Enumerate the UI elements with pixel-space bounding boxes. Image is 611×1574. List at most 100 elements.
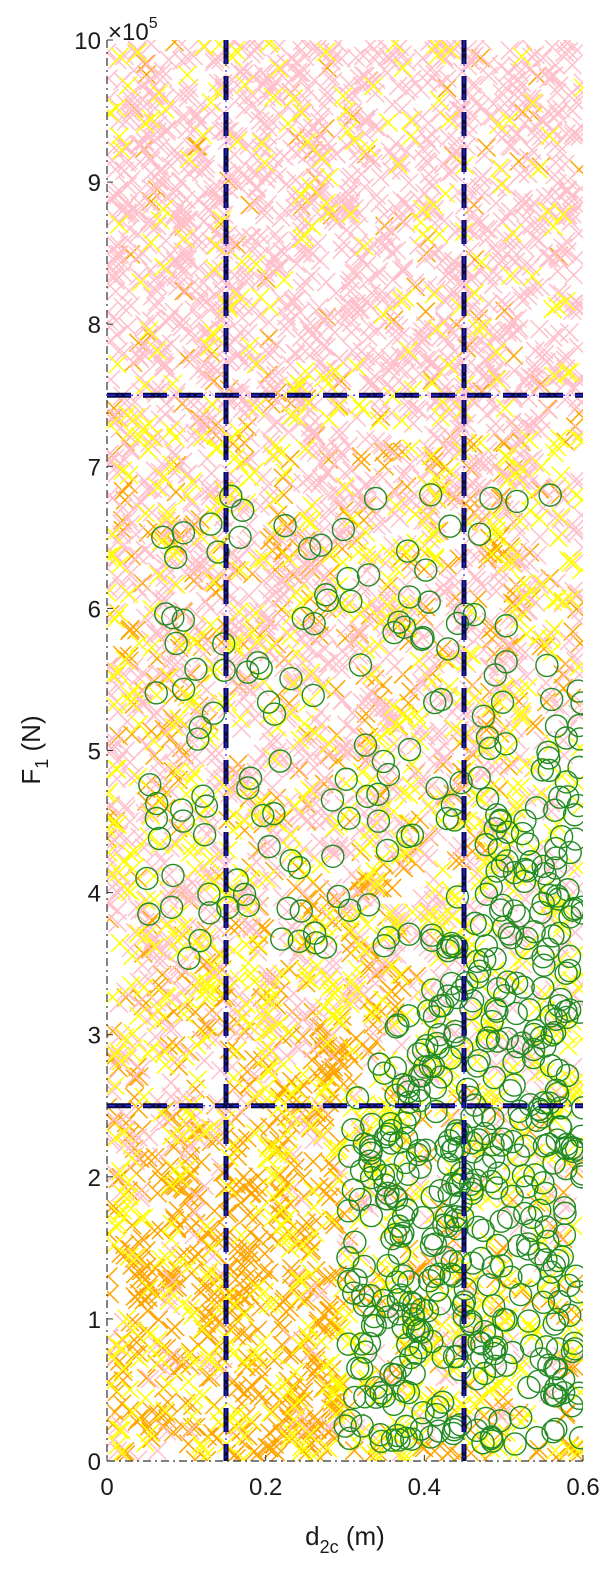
data-point: [316, 272, 336, 292]
data-point: [494, 500, 514, 520]
data-point: [185, 1002, 205, 1022]
data-point: [235, 917, 256, 937]
data-point: [392, 978, 412, 998]
data-point: [549, 1300, 569, 1320]
data-point: [344, 1441, 364, 1461]
data-point: [566, 523, 583, 543]
data-point: [238, 1205, 258, 1225]
data-point: [135, 540, 155, 560]
data-point: [239, 515, 259, 535]
data-point: [167, 1217, 187, 1238]
data-point: [237, 417, 257, 437]
data-point: [132, 1228, 152, 1248]
data-point: [181, 1218, 201, 1238]
data-point: [232, 718, 252, 739]
data-point: [132, 1249, 152, 1269]
data-point: [309, 1177, 330, 1197]
data-point: [323, 950, 343, 970]
data-point: [244, 1441, 265, 1461]
data-point: [396, 193, 416, 213]
data-point: [427, 742, 447, 762]
data-point: [239, 1327, 259, 1347]
data-point: [186, 1417, 206, 1437]
data-point: [303, 1152, 323, 1172]
data-point: [231, 1193, 251, 1213]
data-point: [238, 1381, 258, 1401]
data-point: [392, 289, 412, 309]
data-point: [493, 630, 514, 650]
data-point: [160, 1265, 180, 1285]
data-point: [488, 971, 509, 991]
data-point: [415, 249, 435, 269]
data-point: [309, 1017, 329, 1037]
data-point: [283, 1378, 303, 1399]
data-point: [164, 1278, 184, 1298]
data-point: [351, 452, 371, 472]
data-point: [432, 639, 452, 659]
data-point: [334, 1293, 354, 1314]
data-point: [172, 394, 192, 414]
data-point: [330, 425, 350, 445]
data-point: [384, 310, 404, 330]
data-point: [168, 1349, 188, 1369]
data-point: [286, 1109, 306, 1129]
data-point: [515, 113, 535, 133]
data-point: [174, 745, 194, 765]
data-point: [164, 1137, 184, 1157]
data-point: [148, 1404, 168, 1424]
data-point: [159, 1036, 179, 1056]
data-point: [287, 1235, 307, 1255]
data-point: [323, 1315, 343, 1335]
data-point: [153, 1378, 173, 1398]
data-point: [145, 1258, 165, 1278]
data-point: [297, 213, 317, 233]
data-point: [333, 1374, 353, 1394]
data-point: [326, 679, 346, 699]
data-point: [306, 1260, 326, 1280]
data-point: [350, 881, 370, 901]
data-point: [302, 1350, 322, 1370]
data-point: [438, 556, 458, 576]
data-point: [317, 462, 337, 482]
data-point: [224, 1078, 245, 1098]
data-point: [287, 997, 308, 1017]
data-point: [202, 1000, 222, 1020]
data-point: [281, 1264, 301, 1284]
data-point: [541, 186, 561, 206]
data-point: [249, 1230, 269, 1250]
data-point: [408, 1259, 428, 1279]
data-point: [256, 1041, 276, 1061]
data-point: [234, 1177, 254, 1197]
data-point: [165, 1317, 185, 1337]
data-point: [133, 573, 153, 593]
data-point: [214, 1178, 234, 1199]
data-point: [410, 1175, 430, 1195]
data-point: [457, 136, 477, 157]
data-point: [160, 1157, 180, 1177]
data-point: [133, 996, 153, 1016]
data-point: [172, 1356, 192, 1376]
data-point: [283, 1344, 303, 1364]
data-point: [339, 1226, 359, 1247]
data-point: [332, 240, 352, 260]
data-point: [269, 40, 289, 56]
data-point: [572, 422, 583, 442]
data-point: [107, 808, 118, 828]
data-point: [125, 1069, 145, 1089]
data-point: [559, 631, 579, 651]
data-point: [120, 619, 141, 639]
data-point: [248, 1117, 268, 1137]
data-point: [451, 1300, 471, 1320]
data-point: [163, 761, 183, 781]
data-point: [107, 408, 121, 428]
data-point: [278, 1172, 298, 1192]
data-point: [499, 756, 519, 776]
data-point: [232, 1324, 253, 1344]
data-point: [437, 1443, 458, 1461]
data-point: [269, 1183, 289, 1203]
data-point: [259, 1263, 279, 1283]
data-point: [495, 294, 515, 314]
data-point: [295, 1219, 315, 1239]
data-point: [224, 145, 245, 165]
